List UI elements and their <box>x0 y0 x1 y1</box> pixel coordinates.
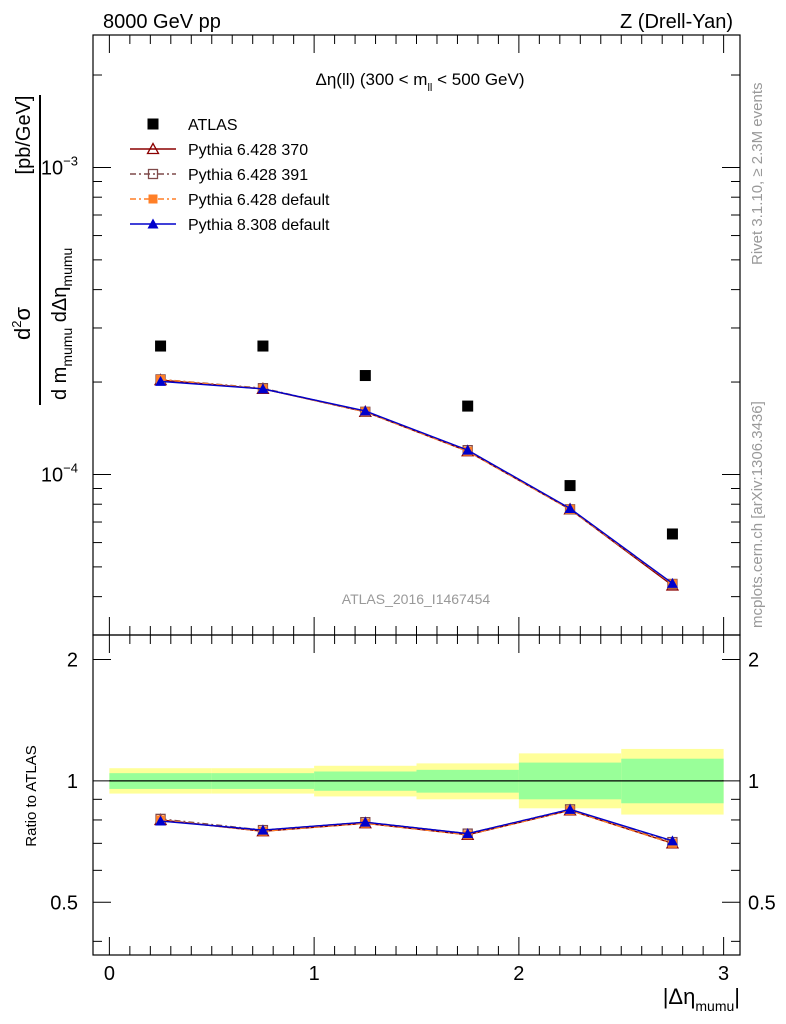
legend-label: Pythia 6.428 default <box>188 192 330 209</box>
plot-title: Δη(ll) (300 < mll < 500 GeV) <box>315 70 524 94</box>
data-point <box>257 340 269 352</box>
ratio-line <box>160 809 673 845</box>
series-line <box>160 378 673 585</box>
legend-label: Pythia 6.428 370 <box>188 142 308 159</box>
legend-entry: Pythia 8.308 default <box>130 217 330 234</box>
legend: ATLAS Pythia 6.428 370 Pythia 6.428 391 Pyt… <box>130 117 330 234</box>
legend-label: Pythia 8.308 default <box>188 217 330 234</box>
legend-marker <box>148 194 158 204</box>
data-point <box>257 383 269 394</box>
ratio-point <box>257 824 269 835</box>
ratio-point <box>462 828 474 839</box>
analysis-watermark: ATLAS_2016_I1467454 <box>342 591 491 607</box>
ratio-line <box>160 808 673 842</box>
series-line <box>160 379 673 587</box>
ratio-y-label: Ratio to ATLAS <box>23 745 40 846</box>
legend-entry: Pythia 6.428 370 <box>130 142 308 159</box>
rivet-label: Rivet 3.1.10, ≥ 2.3M events <box>749 83 766 266</box>
ratio-y-tick-label-left: 2 <box>67 649 78 671</box>
data-point <box>155 375 167 386</box>
legend-marker <box>146 142 160 155</box>
x-tick-label: 1 <box>309 963 320 985</box>
legend-label: ATLAS <box>188 117 238 134</box>
data-point <box>359 405 371 416</box>
x-tick-label: 0 <box>104 963 115 985</box>
main-plot: 10−3 10−4 <box>41 35 740 636</box>
ratio-y-tick-label-right: 2 <box>748 649 759 671</box>
ratio-plot-frame <box>92 634 741 956</box>
x-axis-label: |Δηmumu| <box>663 984 740 1014</box>
series-pythia-8-308-default <box>155 375 678 588</box>
ratio-y-tick-label-right: 0.5 <box>748 892 776 914</box>
legend-label: Pythia 6.428 391 <box>188 167 308 184</box>
series-pythia-6-428-default <box>156 374 677 589</box>
main-y-tick-label: 10−3 <box>41 153 78 179</box>
legend-entry: ATLAS <box>147 117 238 134</box>
series-pythia-6-428-370 <box>153 373 680 591</box>
data-point <box>666 577 678 588</box>
legend-marker <box>147 168 159 180</box>
ratio-y-tick-label-right: 1 <box>748 771 759 793</box>
ratio-point <box>666 835 678 846</box>
data-point <box>564 502 576 513</box>
legend-marker <box>147 118 159 130</box>
ratio-point <box>155 815 167 826</box>
ratio-line <box>160 809 673 845</box>
ratio-y-tick-label-left: 1 <box>67 771 78 793</box>
main-y-tick-label: 10−4 <box>41 460 78 486</box>
legend-entry: Pythia 6.428 391 <box>130 167 308 184</box>
main-y-axis-label: [pb/GeV] d2σ d mmumu dΔηmumu <box>9 95 75 405</box>
y-den-group: d mmumu dΔηmumu <box>49 248 75 400</box>
ratio-y-tick-label-left: 0.5 <box>50 892 78 914</box>
y-num-group: d2σ <box>9 307 35 340</box>
header-left: 8000 GeV pp <box>103 11 221 33</box>
mcplots-label: mcplots.cern.ch [arXiv:1306.3436] <box>749 401 766 628</box>
series-pythia-6-428-391 <box>155 374 678 590</box>
data-point <box>564 480 576 492</box>
series-atlas <box>155 340 678 540</box>
ratio-line <box>160 808 673 843</box>
ratio-plot: 0.5 0.5 1 1 2 2 0 1 2 3 <box>50 635 776 985</box>
data-point <box>359 370 371 382</box>
data-point <box>666 528 678 540</box>
y-unit: [pb/GeV] <box>13 96 35 175</box>
ratio-point <box>564 803 576 814</box>
header-right: Z (Drell-Yan) <box>620 11 733 33</box>
ratio-series-pythia-6-428-391 <box>155 804 678 848</box>
series-line <box>160 380 673 584</box>
x-tick-label: 2 <box>513 963 524 985</box>
series-line <box>160 378 673 585</box>
x-tick-label: 3 <box>718 963 729 985</box>
ratio-point <box>359 816 371 827</box>
legend-marker <box>147 218 159 229</box>
legend-entry: Pythia 6.428 default <box>130 192 330 209</box>
ratio-series-pythia-8-308-default <box>155 803 678 846</box>
data-point <box>462 444 474 455</box>
data-point <box>155 340 167 352</box>
data-point <box>462 400 474 412</box>
